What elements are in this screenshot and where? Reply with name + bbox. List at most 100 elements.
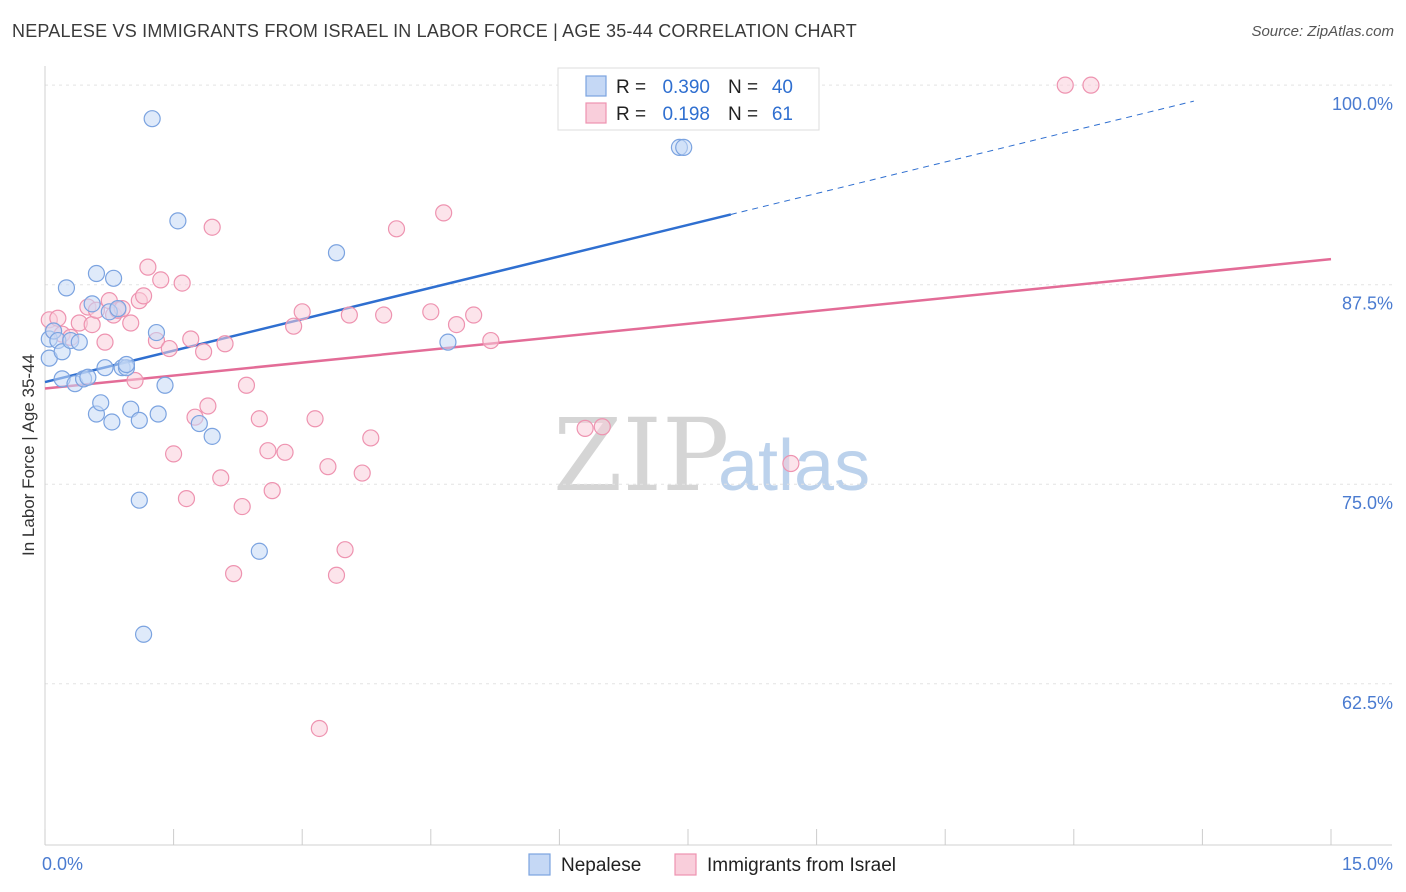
nepalese-legend-swatch	[585, 75, 607, 97]
n-value: 40	[772, 77, 793, 98]
stats-legend: R = 0.390 N = 40 R = 0.198 N = 61	[557, 67, 820, 131]
israel-point	[1082, 76, 1100, 94]
israel-point	[173, 274, 191, 292]
nepalese-point	[203, 427, 221, 445]
israel-point	[96, 333, 114, 351]
israel-point	[465, 306, 483, 324]
r-value: 0.198	[662, 104, 710, 125]
israel-point	[152, 271, 170, 289]
israel-point	[435, 204, 453, 222]
israel-point	[276, 443, 294, 461]
nepalese-legend-swatch	[528, 853, 551, 876]
nepalese-point	[130, 491, 148, 509]
israel-point	[233, 497, 251, 516]
nepalese-point	[83, 295, 101, 313]
israel-point	[139, 258, 157, 276]
nepalese-point	[70, 333, 88, 351]
israel-point	[362, 429, 380, 447]
y-tick-label: 75.0%	[1342, 493, 1393, 513]
israel-point	[482, 331, 500, 350]
nepalese-point	[169, 212, 187, 230]
x-tick-label: 15.0%	[1342, 854, 1393, 874]
israel-point	[134, 287, 153, 305]
israel-legend-swatch	[585, 102, 607, 124]
israel-point	[285, 317, 303, 335]
nepalese-point	[79, 368, 97, 386]
nepalese-point	[149, 405, 167, 423]
israel-point	[327, 566, 346, 584]
nepalese-point	[104, 269, 123, 287]
r-label: R =	[616, 77, 646, 98]
series-legend: Nepalese Immigrants from Israel	[528, 853, 896, 876]
trend-lines	[44, 100, 1332, 390]
nepalese-point	[250, 542, 268, 560]
y-tick-label: 62.5%	[1342, 693, 1393, 713]
y-tick-label: 100.0%	[1332, 94, 1393, 114]
nepalese-point	[109, 300, 127, 318]
israel-point	[165, 445, 183, 463]
israel-point	[216, 335, 234, 353]
israel-point	[182, 330, 200, 348]
israel-point	[225, 565, 243, 583]
y-tick-label: 87.5%	[1342, 294, 1393, 314]
israel-point	[126, 371, 144, 390]
israel-point	[447, 316, 466, 334]
israel-point	[306, 410, 324, 428]
israel-trend-line	[44, 257, 1332, 390]
chart-title: NEPALESE VS IMMIGRANTS FROM ISRAEL IN LA…	[12, 21, 857, 41]
nepalese-point	[92, 394, 110, 412]
nepalese-point	[117, 355, 136, 374]
x-tick-label: 0.0%	[42, 854, 83, 874]
israel-point	[375, 306, 393, 324]
israel-point	[199, 397, 217, 415]
nepalese-point	[57, 279, 76, 297]
israel-point	[310, 719, 328, 738]
nepalese-point	[439, 333, 457, 351]
n-value: 61	[772, 104, 793, 125]
nepalese-point	[327, 244, 346, 262]
israel-point	[122, 314, 140, 332]
nepalese-legend-label: Nepalese	[561, 855, 641, 876]
israel-point	[353, 464, 371, 482]
nepalese-point	[675, 138, 693, 157]
israel-point	[160, 339, 178, 358]
axes: 100.0% 87.5% 75.0% 62.5% 0.0% 15.0%	[42, 66, 1393, 874]
nepalese-point	[103, 413, 121, 431]
israel-point	[387, 220, 406, 238]
nepalese-point	[87, 264, 106, 283]
israel-point	[212, 469, 230, 487]
nepalese-point	[190, 414, 208, 433]
r-value: 0.390	[662, 77, 710, 98]
nepalese-point	[143, 110, 161, 128]
n-label: N =	[728, 104, 758, 125]
n-label: N =	[728, 77, 758, 98]
nepalese-point	[147, 323, 166, 342]
nepalese-point	[134, 625, 153, 643]
israel-point	[593, 418, 611, 436]
israel-point	[340, 306, 358, 324]
nepalese-trend-line	[44, 213, 732, 384]
israel-point	[203, 218, 221, 236]
nepalese-point	[96, 359, 114, 377]
israel-point	[576, 419, 594, 437]
israel-point	[83, 316, 101, 334]
watermark: ZIP atlas	[553, 397, 870, 514]
r-label: R =	[616, 104, 646, 125]
israel-point	[422, 303, 440, 321]
israel-point	[293, 303, 311, 321]
israel-point	[177, 490, 196, 508]
israel-legend-swatch	[674, 853, 697, 876]
israel-point	[319, 458, 337, 476]
israel-point	[263, 482, 281, 500]
israel-point	[259, 442, 277, 460]
israel-point	[1056, 76, 1074, 94]
nepalese-point	[156, 376, 174, 394]
israel-point	[195, 343, 213, 361]
israel-point	[250, 410, 268, 428]
nepalese-trend-extension	[730, 100, 1194, 215]
israel-point	[336, 541, 354, 559]
israel-point	[782, 454, 800, 473]
nepalese-point	[130, 411, 148, 429]
source-credit: Source: ZipAtlas.com	[1251, 23, 1394, 40]
